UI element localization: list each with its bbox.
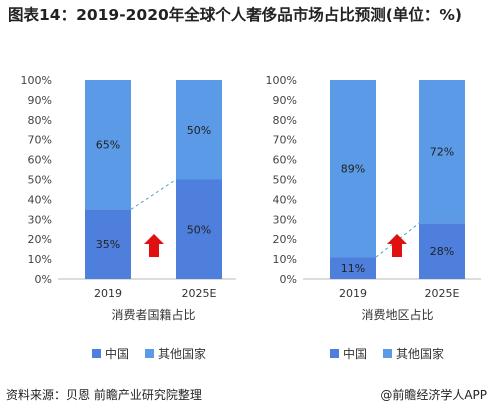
- legend-swatch-other: [383, 349, 393, 358]
- y-tick-label: 100%: [21, 74, 52, 87]
- y-tick-label: 40%: [28, 193, 52, 206]
- legend-consumption-region: 中国 其他国家: [330, 345, 460, 362]
- y-tick-label: 50%: [28, 174, 52, 187]
- y-tick-label: 90%: [273, 94, 297, 107]
- data-label: 50%: [187, 223, 211, 236]
- y-tick-label: 20%: [28, 233, 52, 246]
- y-tick-label: 0%: [280, 273, 297, 286]
- bar-segment-china: [176, 179, 222, 279]
- bar-segment-other: [330, 80, 376, 258]
- legend-label-other: 其他国家: [158, 347, 207, 361]
- y-tick-label: 20%: [273, 233, 297, 246]
- y-tick-label: 10%: [28, 253, 52, 266]
- y-tick-label: 60%: [273, 154, 297, 167]
- legend-label-china: 中国: [343, 347, 368, 361]
- y-tick-label: 0%: [35, 273, 52, 286]
- y-tick-label: 100%: [266, 74, 297, 87]
- bar-segment-china: [85, 209, 131, 279]
- y-tick-label: 30%: [273, 213, 297, 226]
- y-tick-label: 80%: [28, 114, 52, 127]
- bar-segment-china: [330, 257, 376, 279]
- y-tick-label: 50%: [273, 174, 297, 187]
- legend-swatch-china: [330, 349, 339, 358]
- data-label: 72%: [430, 146, 454, 159]
- y-tick-label: 90%: [28, 94, 52, 107]
- y-tick-label: 80%: [273, 114, 297, 127]
- y-tick-label: 40%: [273, 193, 297, 206]
- legend-item-china: 中国: [330, 345, 367, 362]
- data-label: 35%: [96, 238, 120, 251]
- legend-item-china: 中国: [92, 345, 129, 362]
- chart-consumer-nationality: 0% 10% 20% 30% 40% 50% 60% 70% 80% 90% 100% 35% 65% 2…: [21, 74, 236, 322]
- legend-swatch-china: [92, 349, 101, 358]
- bar-segment-other: [176, 80, 222, 180]
- y-tick-label: 30%: [28, 213, 52, 226]
- x-tick-label: 2025E: [182, 287, 217, 300]
- y-tick-label: 10%: [273, 253, 297, 266]
- credit-note: @前瞻经济学人APP: [380, 388, 487, 402]
- legend-consumer-nationality: 中国 其他国家: [92, 345, 222, 362]
- x-axis-label: 消费者国籍占比: [111, 307, 195, 322]
- legend-label-other: 其他国家: [396, 347, 445, 361]
- x-axis-label: 消费地区占比: [361, 307, 433, 322]
- data-label: 28%: [430, 245, 454, 258]
- bar-segment-china: [419, 223, 465, 279]
- x-tick-label: 2019: [339, 287, 367, 300]
- data-label: 89%: [341, 163, 365, 176]
- x-tick-label: 2025E: [425, 287, 460, 300]
- legend-label-china: 中国: [105, 347, 130, 361]
- bar-segment-other: [419, 80, 465, 224]
- data-label: 50%: [187, 124, 211, 137]
- data-label: 11%: [341, 262, 365, 275]
- source-note: 资料来源：贝恩 前瞻产业研究院整理: [6, 388, 202, 402]
- legend-swatch-other: [145, 349, 155, 358]
- bar-segment-other: [85, 80, 131, 210]
- trend-connector: [130, 179, 177, 210]
- chart-title: 图表14：2019-2020年全球个人奢侈品市场占比预测(单位：%): [8, 6, 462, 24]
- up-arrow-icon: [144, 234, 164, 257]
- chart-consumption-region: 0% 10% 20% 30% 40% 50% 60% 70% 80% 90% 100% 11% 89% 2…: [266, 74, 481, 322]
- data-label: 65%: [96, 139, 120, 152]
- y-tick-label: 60%: [28, 154, 52, 167]
- legend-item-other: 其他国家: [145, 345, 206, 362]
- legend-item-other: 其他国家: [383, 345, 444, 362]
- up-arrow-icon: [387, 234, 407, 257]
- y-tick-label: 70%: [273, 134, 297, 147]
- x-tick-label: 2019: [94, 287, 122, 300]
- y-tick-label: 70%: [28, 134, 52, 147]
